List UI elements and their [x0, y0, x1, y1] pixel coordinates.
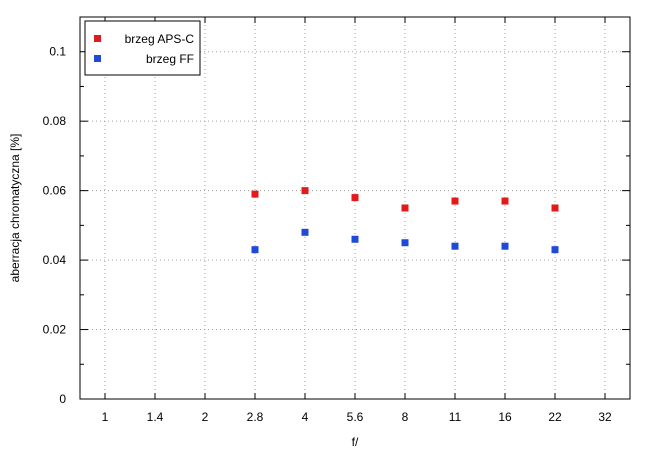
y-tick-label: 0.1 — [49, 45, 66, 59]
x-tick-label: 22 — [548, 410, 562, 424]
y-tick-label: 0.08 — [43, 114, 67, 128]
data-point-series-1 — [501, 197, 509, 205]
x-tick-label: 4 — [302, 410, 309, 424]
data-point-series-2 — [551, 246, 559, 254]
data-point-series-1 — [451, 197, 459, 205]
x-tick-label: 16 — [498, 410, 512, 424]
x-tick-label: 11 — [449, 410, 462, 424]
data-point-series-2 — [501, 242, 509, 250]
legend-label-series-2: brzeg FF — [146, 52, 194, 66]
y-tick-label: 0.02 — [43, 323, 67, 337]
legend-box — [84, 20, 201, 76]
x-tick-label: 32 — [598, 410, 612, 424]
data-point-series-1 — [551, 204, 559, 212]
x-axis-title: f/ — [352, 435, 359, 449]
x-tick-label: 2.8 — [247, 410, 264, 424]
y-axis-title: aberracja chromatyczna [%] — [8, 134, 22, 283]
x-tick-label: 5.6 — [347, 410, 364, 424]
legend: brzeg APS-C brzeg FF — [84, 20, 201, 76]
data-point-series-1 — [301, 187, 309, 195]
legend-marker-series-2 — [94, 55, 101, 62]
data-point-series-2 — [351, 235, 359, 243]
x-tick-label: 1 — [102, 410, 109, 424]
legend-marker-series-1 — [94, 35, 101, 42]
x-tick-label: 2 — [202, 410, 209, 424]
points-layer — [251, 187, 559, 254]
y-tick-label: 0.04 — [43, 253, 67, 267]
data-point-series-2 — [301, 228, 309, 236]
y-tick-label: 0.06 — [43, 184, 67, 198]
x-tick-label: 8 — [402, 410, 409, 424]
data-point-series-1 — [351, 194, 359, 202]
data-point-series-2 — [251, 246, 259, 254]
data-point-series-1 — [401, 204, 409, 212]
data-point-series-1 — [251, 190, 259, 198]
ticks-layer: 1 1.4 2 2.8 4 5.6 8 11 16 22 32 0 0.02 0.04 0.06 0.08 0.… — [43, 17, 630, 424]
data-point-series-2 — [451, 242, 459, 250]
data-point-series-2 — [401, 239, 409, 247]
x-tick-label: 1.4 — [147, 410, 164, 424]
legend-label-series-1: brzeg APS-C — [125, 32, 195, 46]
y-tick-label: 0 — [59, 392, 66, 406]
